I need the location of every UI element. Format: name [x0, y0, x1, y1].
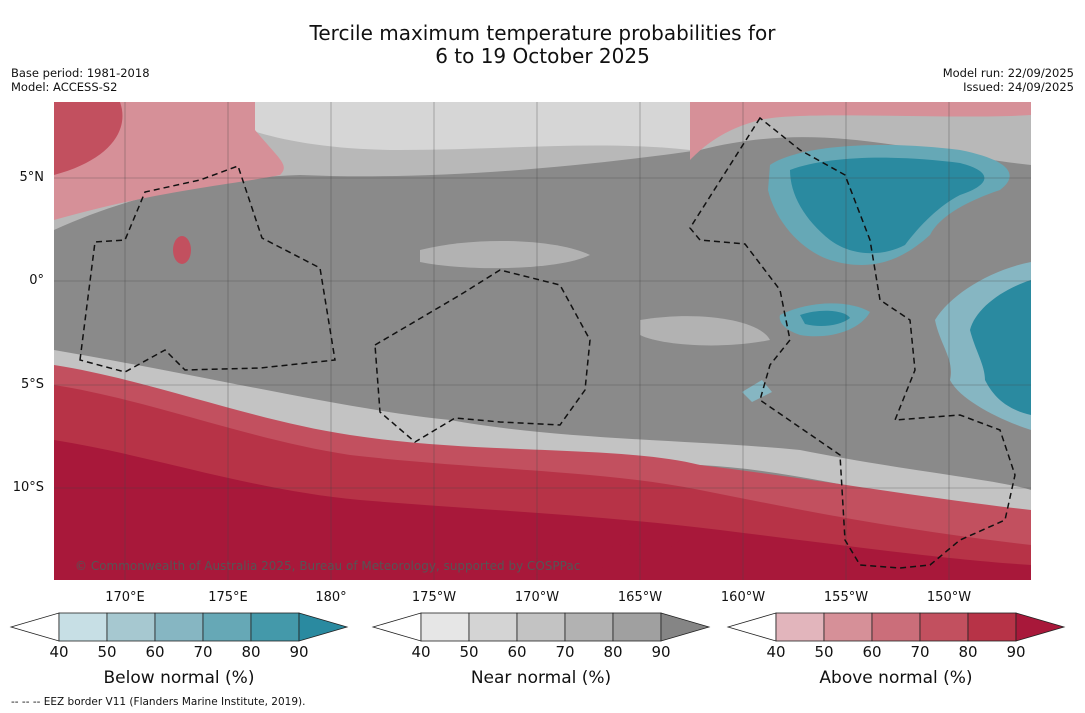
- colorbar-above-segment: [919, 612, 969, 642]
- colorbar-near-over: [660, 612, 711, 642]
- lon-label-170e: 170°E: [105, 590, 145, 605]
- above-small-patch: [173, 236, 191, 264]
- eez-kiribati-phoenix: [374, 269, 591, 443]
- above-nw-core: [54, 102, 123, 175]
- colorbar-below-tick: 40: [49, 643, 69, 661]
- colorbar-near-segment: [468, 612, 518, 642]
- meta-right: Model run: 22/09/2025 Issued: 24/09/2025: [943, 66, 1074, 94]
- colorbar-near-tick: 90: [651, 643, 671, 661]
- colorbar-above-segment: [775, 612, 825, 642]
- colorbar-below-segment: [106, 612, 156, 642]
- colorbar-near-tick: 80: [603, 643, 623, 661]
- above-south-core: [54, 440, 1031, 580]
- lat-label-5n: 5°N: [19, 170, 45, 185]
- colorbar-below-tick: 70: [193, 643, 213, 661]
- colorbar-above-segment: [871, 612, 921, 642]
- model-run: Model run: 22/09/2025: [942, 66, 1074, 80]
- colorbar-below-under: [9, 612, 60, 642]
- near-patch-1: [420, 240, 590, 269]
- colorbar-above-tick: 80: [958, 643, 978, 661]
- colorbar-below: [9, 612, 349, 642]
- colorbar-near-segment: [516, 612, 566, 642]
- lon-label-155w: 155°W: [823, 590, 869, 605]
- colorbar-below-tick: 80: [241, 643, 261, 661]
- near-lighter-north: [250, 102, 690, 150]
- colorbar-near: [371, 612, 711, 642]
- chart-title: Tercile maximum temperature probabilitie…: [0, 22, 1085, 68]
- colorbar-near-tick: 60: [507, 643, 527, 661]
- colorbar-below-label: Below normal (%): [103, 668, 255, 688]
- above-n-region: [690, 102, 1031, 160]
- colorbar-near-tick: 70: [555, 643, 575, 661]
- colorbar-below-tick: 90: [289, 643, 309, 661]
- colorbar-above-segment: [823, 612, 873, 642]
- colorbar-below-tick: 60: [145, 643, 165, 661]
- colorbar-below-segment: [250, 612, 300, 642]
- grid-lines: [54, 102, 1031, 580]
- colorbar-below-over: [298, 612, 349, 642]
- colorbar-near-under: [371, 612, 422, 642]
- colorbar-above-over: [1015, 612, 1066, 642]
- near-patch-2: [640, 316, 770, 346]
- meta-left: Base period: 1981-2018 Model: ACCESS-S2: [11, 66, 150, 94]
- lat-label-0: 0°: [29, 273, 44, 288]
- colorbar-above-tick: 40: [766, 643, 786, 661]
- lon-label-175w: 175°W: [411, 590, 457, 605]
- below-e-core: [970, 280, 1031, 415]
- lat-label-5s: 5°S: [20, 377, 44, 392]
- title-line-1: Tercile maximum temperature probabilitie…: [309, 21, 776, 45]
- near-light-south: [54, 350, 1031, 520]
- colorbar-above: [726, 612, 1066, 642]
- lon-label-170w: 170°W: [514, 590, 560, 605]
- above-south-patch: [460, 540, 680, 578]
- colorbar-above-tick: 50: [814, 643, 834, 661]
- eez-borders: [79, 116, 1016, 569]
- eez-footnote: -- -- -- EEZ border V11 (Flanders Marine…: [11, 696, 306, 708]
- below-c-core: [800, 310, 850, 326]
- copyright-text: © Commonwealth of Australia 2025, Bureau…: [75, 559, 581, 573]
- lon-label-165w: 165°W: [617, 590, 663, 605]
- colorbar-above-under: [726, 612, 777, 642]
- colorbar-near-segment: [612, 612, 662, 642]
- colorbars: [9, 612, 1066, 642]
- lon-label-180: 180°: [315, 590, 347, 605]
- lon-label-175e: 175°E: [208, 590, 248, 605]
- colorbar-above-tick: 90: [1006, 643, 1026, 661]
- colorbar-below-segment: [58, 612, 108, 642]
- colorbar-near-tick: 40: [411, 643, 431, 661]
- title-line-2: 6 to 19 October 2025: [435, 44, 650, 68]
- colorbar-below-segment: [154, 612, 204, 642]
- lat-label-10s: 10°S: [12, 480, 44, 495]
- colorbar-below-tick: 50: [97, 643, 117, 661]
- lon-label-160w: 160°W: [720, 590, 766, 605]
- below-ne-core: [790, 157, 985, 254]
- colorbar-near-segment: [420, 612, 470, 642]
- colorbar-near-label: Near normal (%): [470, 668, 612, 688]
- eez-kiribati-line: [689, 116, 1016, 569]
- colorbar-near-segment: [564, 612, 614, 642]
- lon-label-150w: 150°W: [926, 590, 972, 605]
- colorbar-above-tick: 60: [862, 643, 882, 661]
- map-panel: [54, 102, 1031, 580]
- colorbar-below-segment: [202, 612, 252, 642]
- colorbar-above-tick: 70: [910, 643, 930, 661]
- colorbar-above-segment: [967, 612, 1017, 642]
- base-period: Base period: 1981-2018: [11, 66, 150, 80]
- colorbar-above-label: Above normal (%): [819, 668, 973, 688]
- colorbar-near-tick: 50: [459, 643, 479, 661]
- model-name: Model: ACCESS-S2: [11, 80, 118, 94]
- issued-date: Issued: 24/09/2025: [963, 80, 1074, 94]
